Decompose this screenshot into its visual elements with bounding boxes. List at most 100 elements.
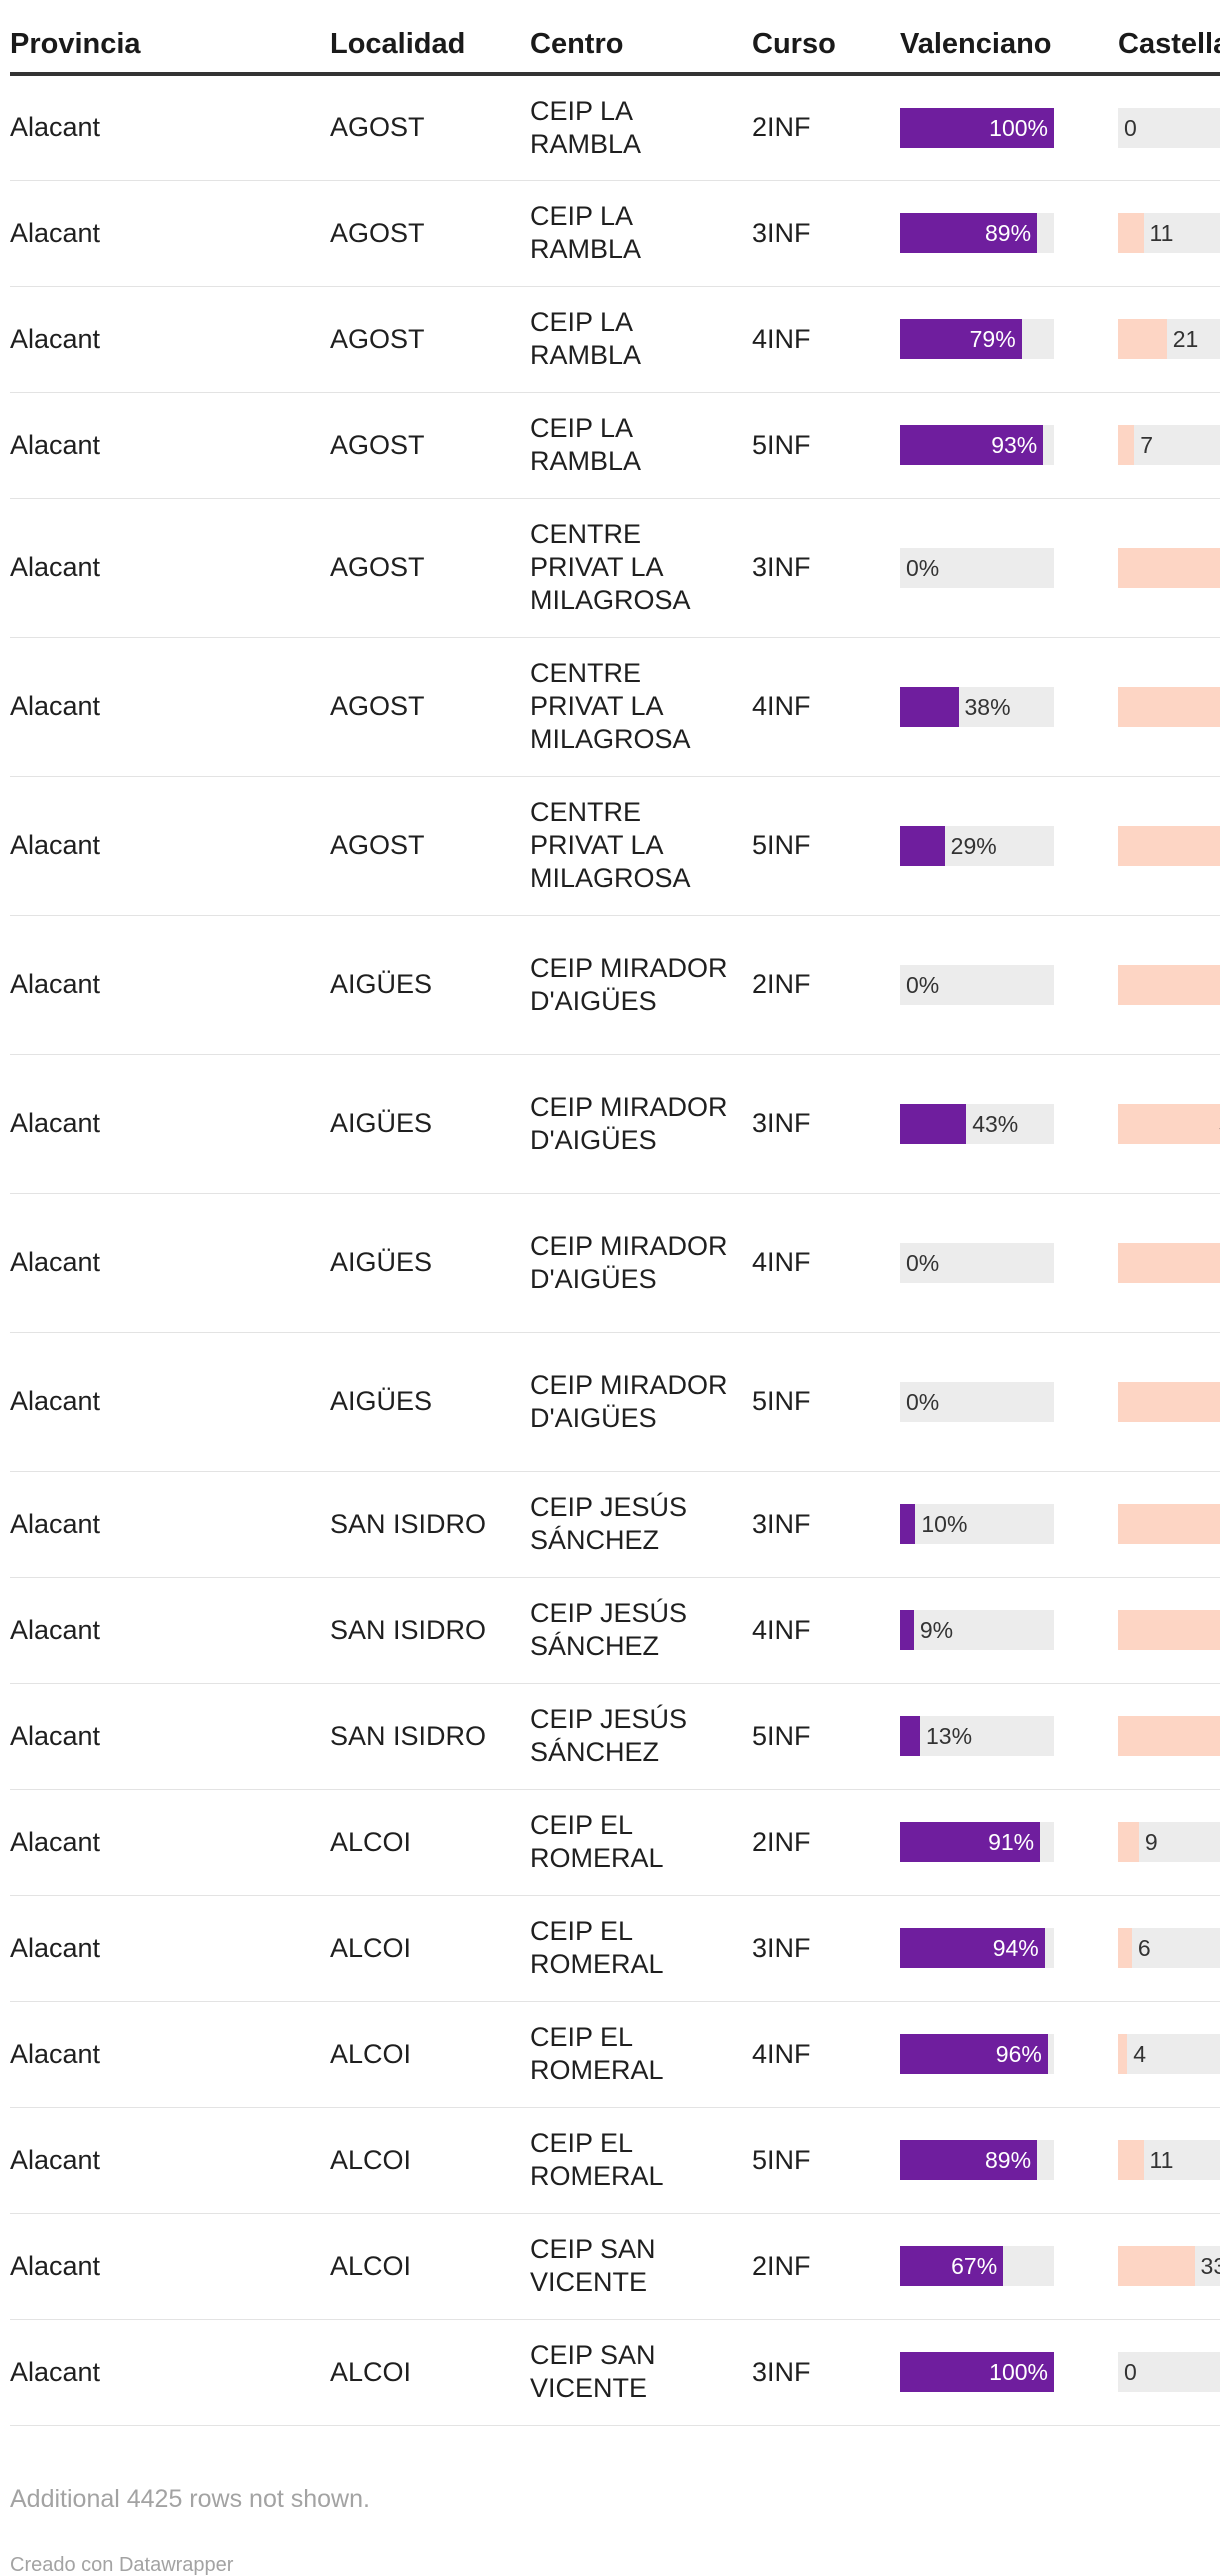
castellano-bar bbox=[1118, 1242, 1220, 1283]
valenciano-bar bbox=[900, 2246, 1004, 2286]
cell-valenciano: 89% bbox=[900, 180, 1118, 287]
table-body: Alacant AGOST CEIP LA RAMBLA 2INF 100% 0 Alaca… bbox=[10, 74, 1220, 2426]
castellano-bar bbox=[1118, 1381, 1220, 1422]
valenciano-bar bbox=[900, 2352, 1054, 2392]
cell-valenciano: 10% bbox=[900, 1471, 1118, 1578]
column-header-castellano[interactable]: Castellano bbox=[1118, 28, 1220, 76]
table-row: Alacant AGOST CEIP LA RAMBLA 5INF 93% 7 bbox=[10, 392, 1220, 499]
cell-localidad: AGOST bbox=[330, 392, 530, 499]
castellano-bar-track: 11 bbox=[1118, 2140, 1220, 2180]
valenciano-bar bbox=[900, 2140, 1038, 2180]
table-row: Alacant SAN ISIDRO CEIP JESÚS SÁNCHEZ 3INF 1… bbox=[10, 1471, 1220, 1578]
column-header-localidad[interactable]: Localidad bbox=[330, 28, 530, 76]
cell-centro: CEIP EL ROMERAL bbox=[530, 2107, 752, 2214]
valenciano-value-label: 13% bbox=[926, 1723, 973, 1749]
valenciano-bar bbox=[900, 1504, 916, 1544]
cell-localidad: AGOST bbox=[330, 180, 530, 287]
castellano-bar-track: 21 bbox=[1118, 319, 1220, 359]
valenciano-bar-track: 0% bbox=[900, 547, 1054, 588]
cell-castellano: 7 bbox=[1118, 392, 1220, 499]
cell-localidad: ALCOI bbox=[330, 2319, 530, 2426]
cell-localidad: AGOST bbox=[330, 637, 530, 777]
cell-castellano: 21 bbox=[1118, 286, 1220, 393]
castellano-bar-track: 63 bbox=[1118, 686, 1220, 727]
column-header-centro[interactable]: Centro bbox=[530, 28, 752, 76]
cell-castellano: 33 bbox=[1118, 2213, 1220, 2320]
cell-valenciano: 38% bbox=[900, 637, 1118, 777]
cell-curso: 3INF bbox=[752, 1054, 900, 1194]
table-row: Alacant AGOST CEIP LA RAMBLA 3INF 89% 11 bbox=[10, 180, 1220, 287]
cell-castellano: 100 bbox=[1118, 1332, 1220, 1472]
cell-centro: CEIP JESÚS SÁNCHEZ bbox=[530, 1683, 752, 1790]
castellano-bar bbox=[1118, 2140, 1144, 2180]
table-row: Alacant SAN ISIDRO CEIP JESÚS SÁNCHEZ 4INF 9… bbox=[10, 1577, 1220, 1684]
cell-provincia: Alacant bbox=[10, 2319, 330, 2426]
cell-localidad: AGOST bbox=[330, 498, 530, 638]
cell-centro: CEIP LA RAMBLA bbox=[530, 286, 752, 393]
valenciano-bar-track: 67% bbox=[900, 2246, 1054, 2286]
valenciano-value-label: 91% bbox=[988, 1829, 1035, 1855]
castellano-bar bbox=[1118, 319, 1167, 359]
cell-provincia: Alacant bbox=[10, 2213, 330, 2320]
table-row: Alacant AIGÜES CEIP MIRADOR D'AIGÜES 4INF 0%… bbox=[10, 1193, 1220, 1333]
cell-localidad: SAN ISIDRO bbox=[330, 1577, 530, 1684]
castellano-bar bbox=[1118, 1928, 1132, 1968]
cell-provincia: Alacant bbox=[10, 776, 330, 916]
cell-valenciano: 29% bbox=[900, 776, 1118, 916]
cell-castellano: 11 bbox=[1118, 180, 1220, 287]
valenciano-value-label: 29% bbox=[950, 832, 997, 859]
valenciano-value-label: 100% bbox=[989, 114, 1048, 141]
castellano-value-label: 0 bbox=[1124, 114, 1137, 141]
cell-curso: 5INF bbox=[752, 1332, 900, 1472]
cell-castellano: 4 bbox=[1118, 2001, 1220, 2108]
table-row: Alacant SAN ISIDRO CEIP JESÚS SÁNCHEZ 5INF 1… bbox=[10, 1683, 1220, 1790]
cell-castellano: 100 bbox=[1118, 1193, 1220, 1333]
castellano-bar-track: 0 bbox=[1118, 107, 1220, 148]
column-header-curso[interactable]: Curso bbox=[752, 28, 900, 76]
cell-curso: 3INF bbox=[752, 2319, 900, 2426]
valenciano-value-label: 93% bbox=[991, 432, 1038, 458]
cell-valenciano: 0% bbox=[900, 1193, 1118, 1333]
valenciano-bar-track: 100% bbox=[900, 2352, 1054, 2392]
castellano-value-label: 7 bbox=[1140, 432, 1154, 458]
valenciano-value-label: 10% bbox=[921, 1511, 968, 1537]
valenciano-bar-track: 43% bbox=[900, 1103, 1054, 1144]
cell-curso: 4INF bbox=[752, 2001, 900, 2108]
cell-localidad: SAN ISIDRO bbox=[330, 1471, 530, 1578]
table-row: Alacant AIGÜES CEIP MIRADOR D'AIGÜES 3INF 43… bbox=[10, 1054, 1220, 1194]
valenciano-bar-track: 96% bbox=[900, 2034, 1054, 2074]
table-row: Alacant AIGÜES CEIP MIRADOR D'AIGÜES 5INF 0%… bbox=[10, 1332, 1220, 1472]
cell-localidad: ALCOI bbox=[330, 1789, 530, 1896]
cell-curso: 5INF bbox=[752, 1683, 900, 1790]
header-row: Provincia Localidad Centro Curso Valenci… bbox=[10, 28, 1220, 76]
valenciano-value-label: 0% bbox=[906, 1249, 940, 1276]
valenciano-bar bbox=[900, 825, 945, 866]
column-header-provincia[interactable]: Provincia bbox=[10, 28, 330, 76]
cell-centro: CEIP EL ROMERAL bbox=[530, 1789, 752, 1896]
castellano-bar bbox=[1118, 1716, 1220, 1756]
castellano-value-label: 6 bbox=[1137, 1935, 1151, 1961]
table-row: Alacant ALCOI CEIP EL ROMERAL 4INF 96% 4 bbox=[10, 2001, 1220, 2108]
valenciano-value-label: 0% bbox=[906, 1388, 940, 1415]
valenciano-bar bbox=[900, 319, 1022, 359]
table-row: Alacant AGOST CENTRE PRIVAT LA MILAGROSA 3I… bbox=[10, 498, 1220, 638]
datawrapper-credit[interactable]: Creado con Datawrapper bbox=[10, 2554, 234, 2576]
cell-localidad: AIGÜES bbox=[330, 1332, 530, 1472]
cell-provincia: Alacant bbox=[10, 74, 330, 181]
valenciano-value-label: 89% bbox=[985, 2147, 1032, 2173]
cell-curso: 2INF bbox=[752, 915, 900, 1055]
cell-curso: 5INF bbox=[752, 2107, 900, 2214]
valenciano-bar bbox=[900, 1103, 967, 1144]
column-header-valenciano[interactable]: Valenciano bbox=[900, 28, 1118, 76]
cell-castellano: 0 bbox=[1118, 74, 1220, 181]
cell-valenciano: 79% bbox=[900, 286, 1118, 393]
cell-valenciano: 67% bbox=[900, 2213, 1118, 2320]
valenciano-bar-track: 100% bbox=[900, 107, 1054, 148]
cell-castellano: 63 bbox=[1118, 637, 1220, 777]
cell-valenciano: 0% bbox=[900, 1332, 1118, 1472]
cell-valenciano: 13% bbox=[900, 1683, 1118, 1790]
cell-curso: 3INF bbox=[752, 498, 900, 638]
castellano-bar bbox=[1118, 213, 1144, 253]
cell-provincia: Alacant bbox=[10, 392, 330, 499]
cell-valenciano: 96% bbox=[900, 2001, 1118, 2108]
